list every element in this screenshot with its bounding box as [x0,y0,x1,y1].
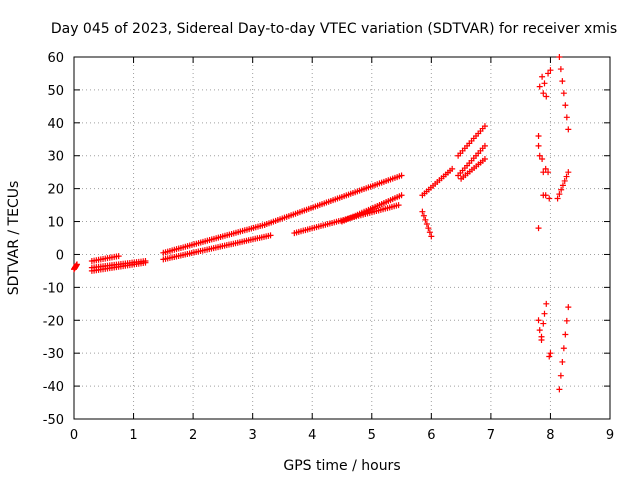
y-tick-labels: -50 -40 -30 -20 -10 0 10 20 30 40 50 60 [43,51,64,428]
data-points [71,54,572,393]
y-tick-label: 10 [47,216,64,231]
data-point [267,232,274,239]
data-point [558,186,565,193]
data-point [426,229,433,236]
data-point [538,337,545,344]
y-tick-label: 0 [56,248,64,263]
data-point [560,345,567,352]
data-point [423,221,430,228]
x-tick-label: 7 [487,428,495,443]
data-point [559,78,566,85]
data-point [536,152,543,159]
data-point [556,191,563,198]
data-point [542,165,549,172]
data-point [546,195,553,202]
x-tick-label: 1 [129,428,137,443]
y-tick-label: 50 [47,84,64,99]
data-point [535,225,542,232]
data-point [546,353,553,360]
x-tick-labels: 0 1 2 3 4 5 6 7 8 9 [70,428,614,443]
data-point [563,114,570,121]
data-point [425,225,432,232]
data-point [398,172,405,179]
y-tick-label: 20 [47,183,64,198]
data-point [536,327,543,334]
x-tick-label: 4 [308,428,316,443]
data-point [543,93,550,100]
data-point [565,169,572,176]
data-point [565,126,572,133]
data-point [556,386,563,393]
data-point [563,317,570,324]
x-tick-label: 0 [70,428,78,443]
data-point [535,317,542,324]
data-point [565,304,572,311]
data-point [562,331,569,338]
data-point [543,300,550,307]
data-point [428,233,435,240]
data-point [535,142,542,149]
data-point [559,182,566,189]
data-point [395,202,402,209]
data-point [541,80,548,87]
x-tick-label: 2 [189,428,197,443]
data-point [547,350,554,357]
data-point [481,156,488,163]
x-tick-label: 6 [427,428,435,443]
data-point [559,358,566,365]
data-point [540,320,547,327]
data-point [557,66,564,73]
chart-title: Day 045 of 2023, Sidereal Day-to-day VTE… [51,21,617,37]
data-point [422,216,429,223]
data-point [557,372,564,379]
data-point [561,177,568,184]
y-tick-label: -30 [43,347,64,362]
data-point [419,208,426,215]
x-tick-label: 8 [546,428,554,443]
data-point [562,102,569,109]
y-tick-label: -20 [43,314,64,329]
y-tick-label: -40 [43,380,64,395]
y-axis-label: SDTVAR / TECUs [6,181,22,296]
data-point [545,70,552,77]
data-point [142,258,149,265]
data-point [535,132,542,139]
y-tick-label: -50 [43,413,64,428]
x-tick-label: 5 [368,428,376,443]
data-point [542,192,549,199]
grid-lines [74,57,610,419]
data-point [398,192,405,199]
data-point [115,253,122,260]
data-point [556,54,563,60]
data-point [481,123,488,130]
data-point [540,90,547,97]
data-point [449,165,456,172]
data-point [545,169,552,176]
y-tick-label: -10 [43,281,64,296]
data-point [536,83,543,90]
y-tick-label: 40 [47,117,64,132]
plot-frame [73,56,611,420]
data-point [547,67,554,74]
data-point [539,156,546,163]
axis-ticks [73,56,611,420]
y-tick-label: 60 [47,51,64,66]
data-point [481,142,488,149]
x-tick-label: 9 [606,428,614,443]
data-point [73,261,80,268]
y-tick-label: 30 [47,150,64,165]
data-point [420,212,427,219]
x-axis-label: GPS time / hours [283,458,400,474]
data-point [560,90,567,97]
data-point [563,173,570,180]
data-point [541,310,548,317]
data-point [554,195,561,202]
data-point [539,73,546,80]
x-tick-label: 3 [249,428,257,443]
